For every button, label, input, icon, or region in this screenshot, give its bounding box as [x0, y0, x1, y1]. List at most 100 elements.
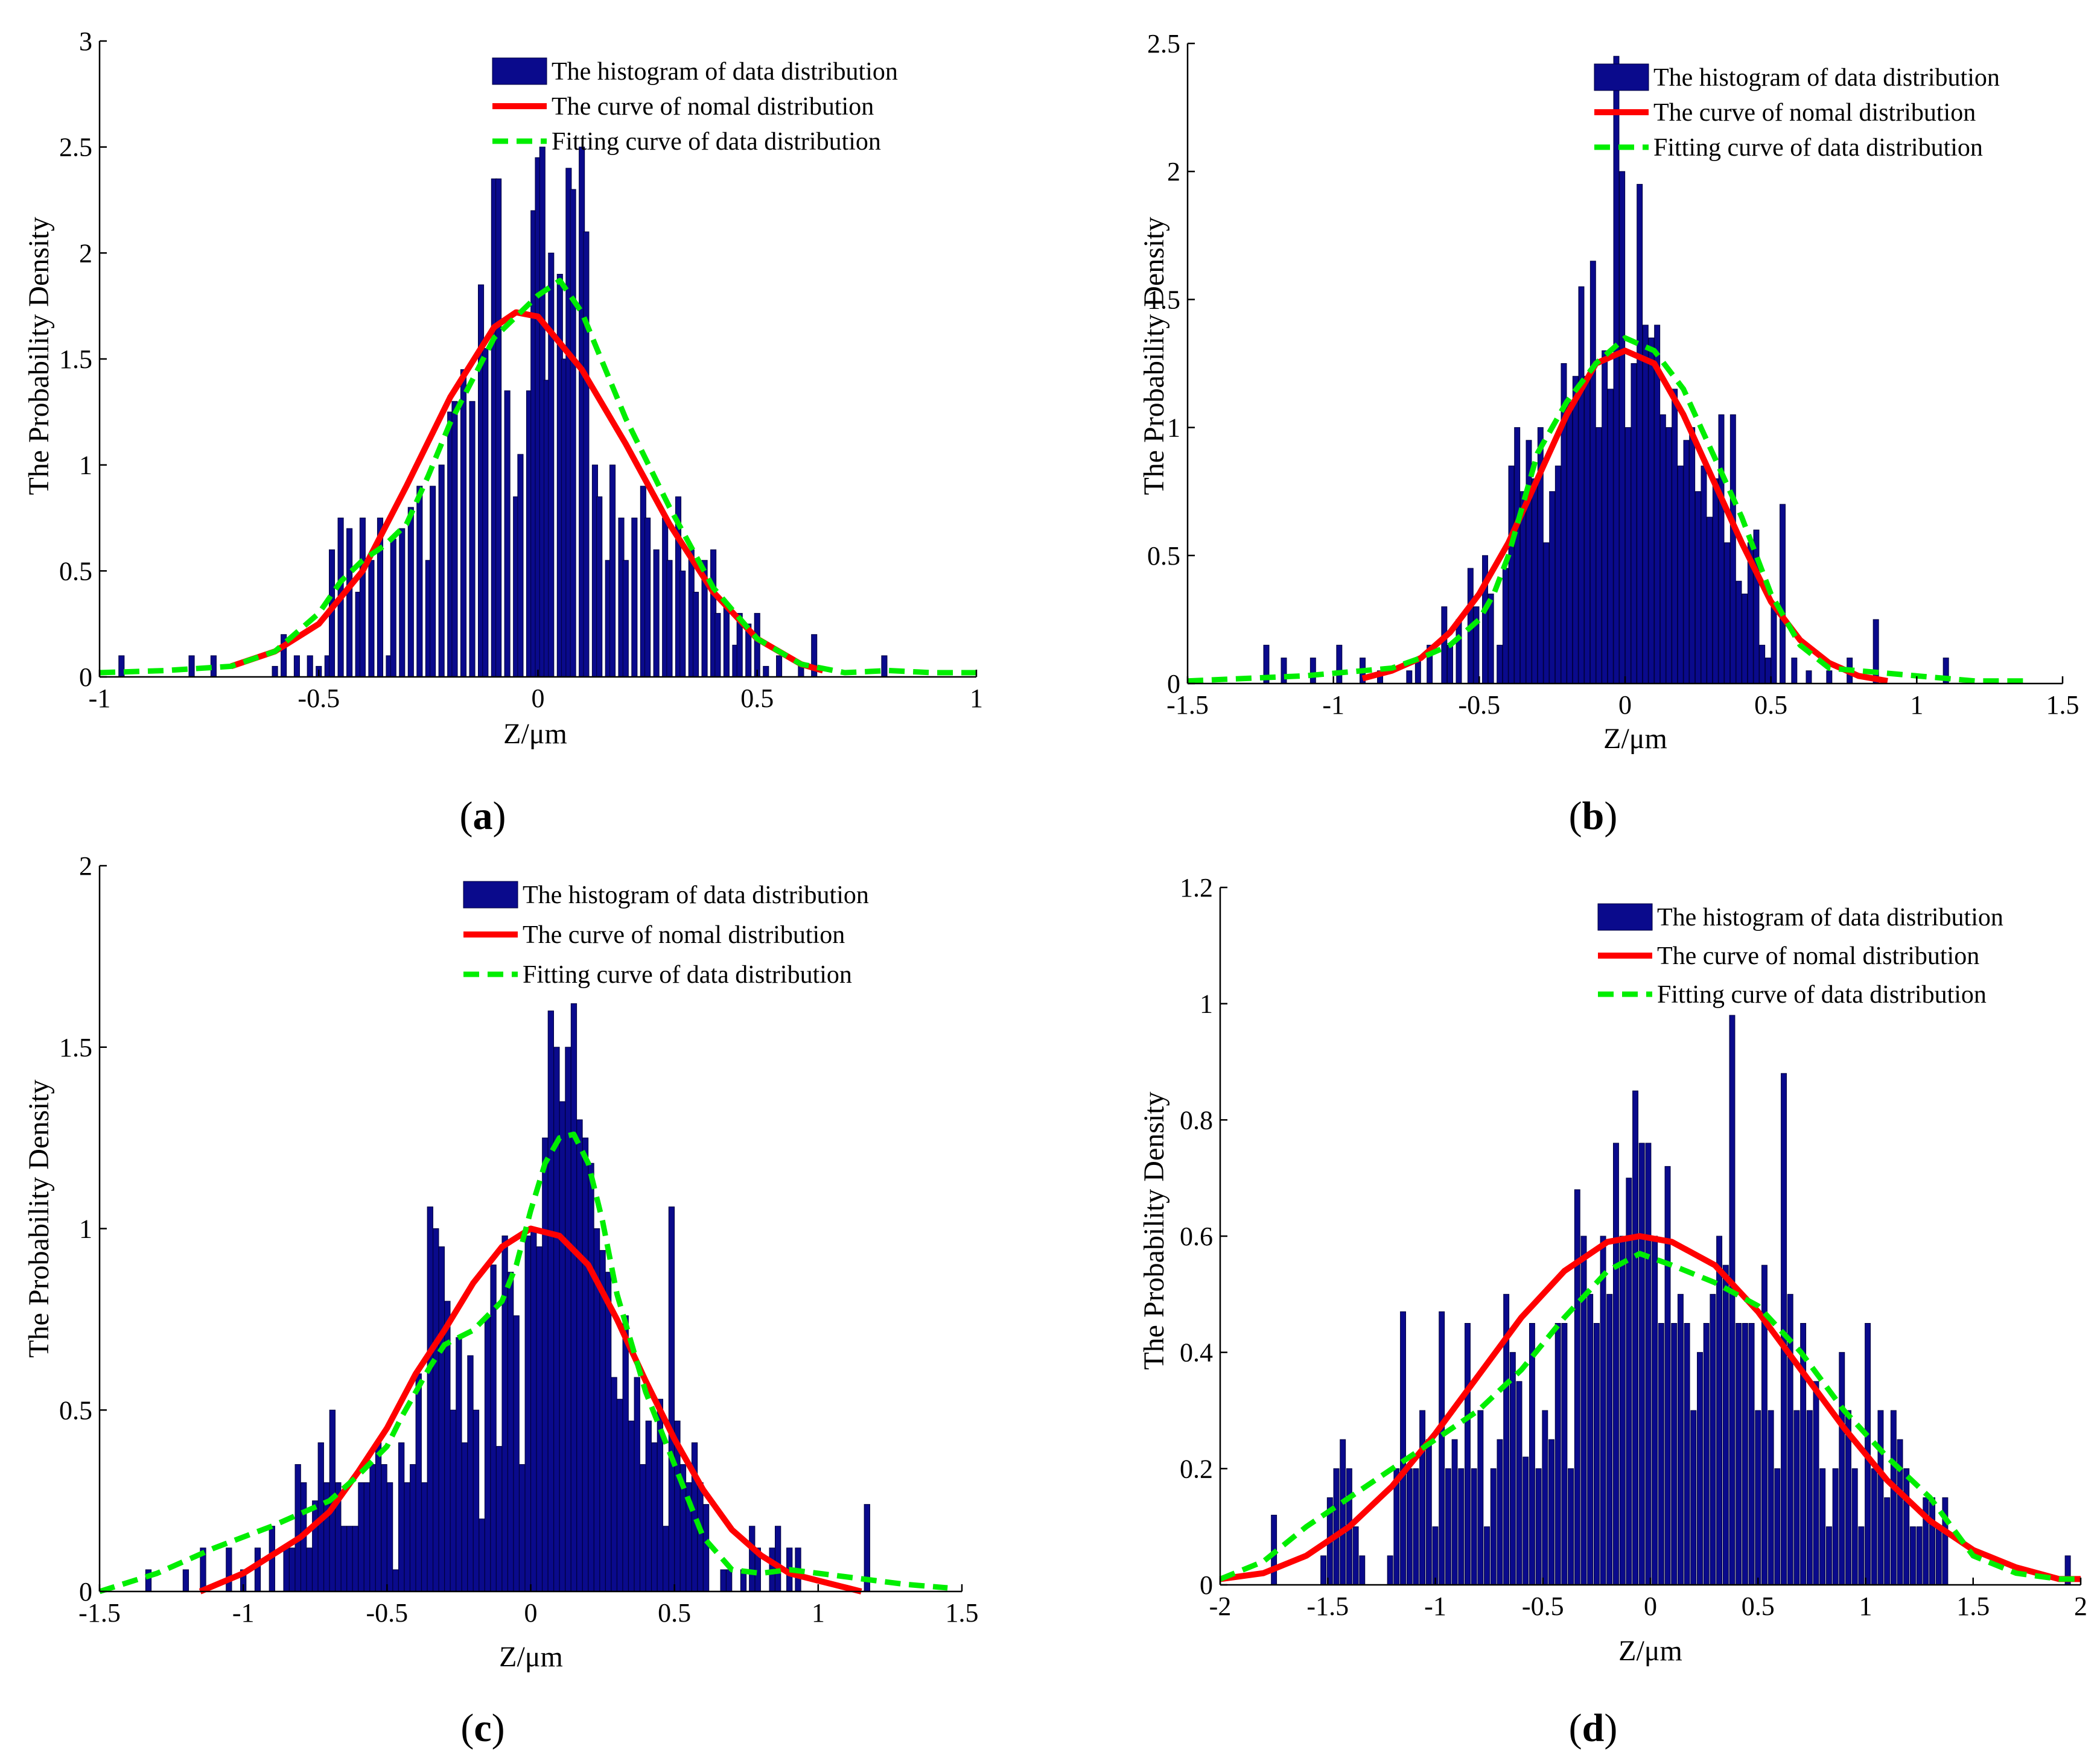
- histogram-bar: [1659, 414, 1666, 684]
- y-tick-label: 1.2: [1180, 873, 1213, 903]
- y-tick-label: 0.4: [1180, 1338, 1213, 1368]
- histogram-bar: [1561, 1323, 1568, 1585]
- histogram-bar: [1352, 1526, 1359, 1585]
- legend-d: The histogram of data distribution The cu…: [1597, 903, 2003, 1009]
- histogram-bar: [482, 347, 489, 677]
- x-tick-label: -1: [232, 1598, 255, 1628]
- histogram-bar: [1645, 1143, 1652, 1585]
- histogram-bars-c: [145, 1003, 870, 1592]
- histogram-bar: [1736, 1323, 1742, 1585]
- histogram-bar: [1447, 644, 1453, 684]
- histogram-bar: [1441, 606, 1448, 684]
- histogram-bar: [1755, 1410, 1761, 1585]
- y-tick-label: 1.5: [59, 1033, 92, 1062]
- histogram-bar: [1584, 376, 1591, 684]
- legend-entry-label: Fitting curve of data distribution: [552, 128, 881, 156]
- panel-a-label: (a): [460, 794, 506, 838]
- x-tick-label: -1.5: [1166, 690, 1209, 720]
- panel-a-ylabel: The Probability Density: [23, 217, 55, 495]
- fitting-curve-line: [99, 278, 976, 676]
- histogram-bar: [1497, 1439, 1503, 1585]
- histogram-bar: [1548, 1439, 1554, 1585]
- histogram-bar: [1826, 670, 1833, 684]
- legend-entry-label: Fitting curve of data distribution: [1657, 981, 1987, 1009]
- legend-entry-label: The curve of nomal distribution: [523, 921, 845, 949]
- histogram-bar: [776, 655, 783, 677]
- normal-curve-line: [230, 309, 824, 674]
- histogram-bar: [726, 1569, 733, 1592]
- histogram-bar: [1858, 1526, 1865, 1585]
- histogram-bar: [1333, 1468, 1340, 1585]
- histogram-bar: [293, 655, 300, 677]
- histogram-bar: [363, 1482, 371, 1592]
- histogram-bar: [588, 1163, 594, 1592]
- histogram-bar: [1690, 1410, 1697, 1585]
- histogram-bar: [1309, 658, 1316, 684]
- legend-swatch-histogram: [1594, 63, 1649, 91]
- histogram-bar: [1813, 1381, 1819, 1585]
- histogram-bar: [763, 665, 769, 677]
- histogram-bar: [1419, 1410, 1426, 1585]
- histogram-bar: [188, 655, 195, 677]
- histogram-bar: [542, 1137, 549, 1592]
- histogram-bar: [1764, 658, 1771, 684]
- y-tick-label: 1.5: [1147, 285, 1180, 314]
- histogram-bar: [1897, 1439, 1903, 1585]
- histogram-bar: [472, 1409, 480, 1592]
- histogram-bar: [307, 655, 313, 677]
- legend-entry-label: Fitting curve of data distribution: [1653, 134, 1983, 162]
- histogram-bar: [504, 390, 511, 677]
- histogram-bar: [1710, 1293, 1716, 1585]
- histogram-bar: [182, 1569, 189, 1592]
- panel-c: The Probability Density Z/μm (c): [23, 1079, 563, 1750]
- histogram-bars-b: [1263, 56, 1949, 684]
- histogram-bar: [1509, 1352, 1516, 1585]
- histogram-bar: [1658, 1323, 1664, 1585]
- histogram-bar: [565, 1047, 571, 1592]
- histogram-bar: [1602, 350, 1608, 684]
- histogram-bar: [495, 1445, 503, 1592]
- fitting-curve-line: [1219, 1251, 2081, 1582]
- histogram-bar: [1406, 670, 1413, 684]
- histogram-bar: [1819, 1468, 1826, 1585]
- histogram-bar: [1281, 658, 1287, 684]
- histogram-bar: [1736, 580, 1742, 684]
- y-tick-label: 1: [79, 1214, 92, 1244]
- histogram-bar: [283, 1547, 290, 1592]
- legend-entry-label: The curve of nomal distribution: [1657, 942, 1979, 970]
- panel-d-letter: d: [1582, 1706, 1605, 1750]
- histogram-bar: [1535, 1468, 1542, 1585]
- histogram-bar: [582, 1137, 589, 1592]
- histogram-bar: [1724, 542, 1731, 684]
- histogram-bar: [1484, 1526, 1491, 1585]
- x-tick-label: 0: [1618, 690, 1632, 720]
- histogram-bar: [1825, 1526, 1832, 1585]
- panel-b: The Probability Density Z/μm (b): [1138, 217, 1667, 838]
- histogram-bar: [1613, 56, 1620, 684]
- plot-b: -1.5 -1 -0.5 0 0.5 1 1.5 0 0.5 1 1.5 2 2.5 The histog…: [1147, 29, 2079, 720]
- legend-entry-label: The curve of nomal distribution: [552, 93, 874, 121]
- x-tick-label: 0.5: [1754, 690, 1787, 720]
- histogram-bar: [1606, 1293, 1613, 1585]
- histogram-bar: [1473, 606, 1480, 684]
- histogram-bar: [1759, 644, 1766, 684]
- histogram-bar: [1574, 1189, 1580, 1585]
- histogram-bar: [358, 1482, 364, 1592]
- x-tick-label: -1: [1322, 690, 1344, 720]
- histogram-bar: [1638, 1143, 1645, 1585]
- histogram-bar: [1359, 1555, 1366, 1585]
- histogram-bar: [1909, 1526, 1916, 1585]
- histogram-bar: [312, 1500, 319, 1592]
- histogram-bar: [375, 1442, 382, 1592]
- x-tick-label: -0.5: [366, 1598, 409, 1628]
- histogram-bar: [517, 454, 524, 677]
- histogram-bar: [1320, 1555, 1327, 1585]
- histogram-bars-a: [118, 147, 888, 677]
- histogram-bar: [1490, 1468, 1497, 1585]
- x-tick-label: 0: [524, 1598, 538, 1628]
- histogram-bar: [1451, 1439, 1458, 1585]
- x-tick-label: -1.5: [1306, 1591, 1349, 1621]
- histogram-bar: [1631, 363, 1637, 684]
- x-tick-label: 1: [812, 1598, 825, 1628]
